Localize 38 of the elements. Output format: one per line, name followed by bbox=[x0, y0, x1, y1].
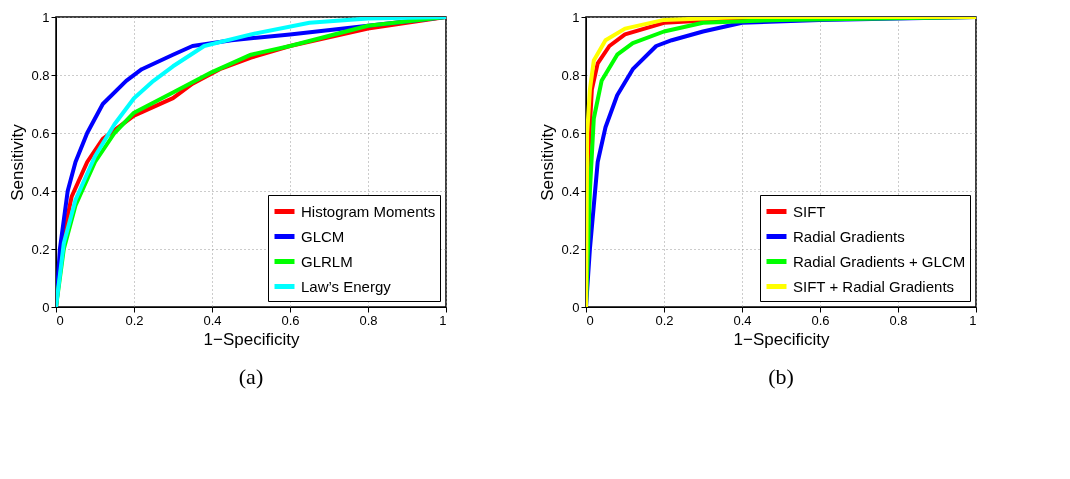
y-axis-title: Sensitivity bbox=[538, 123, 558, 201]
x-tick-label: 0.4 bbox=[733, 312, 752, 328]
x-tick-label: 0.8 bbox=[889, 312, 908, 328]
x-tick-label: 0.2 bbox=[125, 312, 144, 328]
x-axis-title: 1−Specificity bbox=[203, 329, 300, 349]
x-tick-label: 1 bbox=[439, 312, 447, 328]
y-tick-label: 1 bbox=[42, 9, 50, 25]
x-tick-label: 1 bbox=[969, 312, 977, 328]
y-tick-label: 0.4 bbox=[31, 183, 50, 199]
legend-label: Radial Gradients + GLCM bbox=[793, 252, 966, 270]
x-tick-label: 0.2 bbox=[655, 312, 674, 328]
x-tick-label: 0.4 bbox=[203, 312, 222, 328]
y-tick-label: 0.2 bbox=[31, 241, 50, 257]
legend-label: GLRLM bbox=[301, 252, 353, 270]
legend-label: SIFT + Radial Gradients bbox=[793, 277, 955, 295]
legend-label: SIFT bbox=[793, 202, 826, 220]
text: (a) bbox=[238, 364, 264, 389]
text: (b) bbox=[768, 364, 794, 389]
x-tick-label: 0.6 bbox=[811, 312, 830, 328]
y-tick-label: 0 bbox=[572, 299, 580, 315]
legend-label: Histogram Moments bbox=[301, 202, 436, 220]
y-tick-label: 0.8 bbox=[561, 67, 580, 83]
y-tick-label: 0.6 bbox=[561, 125, 580, 141]
legend-label: GLCM bbox=[301, 227, 345, 245]
y-axis-title: Sensitivity bbox=[8, 123, 28, 201]
y-tick-label: 1 bbox=[572, 9, 580, 25]
x-tick-label: 0.6 bbox=[281, 312, 300, 328]
x-tick-label: 0.8 bbox=[359, 312, 378, 328]
y-tick-label: 0.4 bbox=[561, 183, 580, 199]
y-tick-label: 0.8 bbox=[31, 67, 50, 83]
y-tick-label: 0.2 bbox=[561, 241, 580, 257]
x-axis-title: 1−Specificity bbox=[733, 329, 830, 349]
x-tick-label: 0 bbox=[586, 312, 594, 328]
legend-label: Radial Gradients bbox=[793, 227, 905, 245]
y-tick-label: 0.6 bbox=[31, 125, 50, 141]
legend-label: Law’s Energy bbox=[301, 277, 392, 295]
x-tick-label: 0 bbox=[56, 312, 64, 328]
y-tick-label: 0 bbox=[42, 299, 50, 315]
